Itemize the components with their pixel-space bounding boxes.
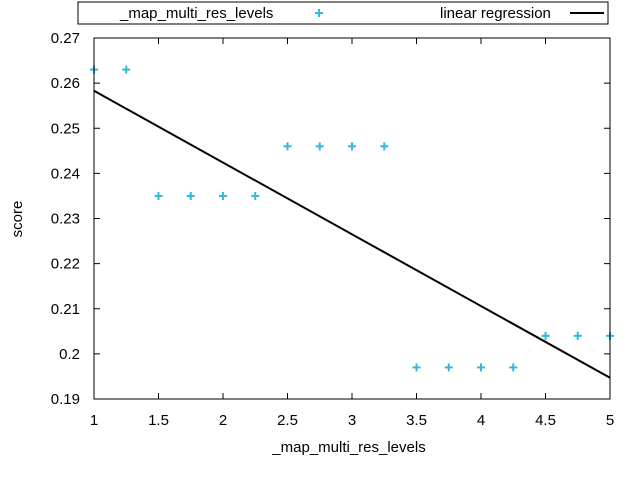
data-point [541,331,550,340]
plot-frame [93,37,611,400]
data-point [573,331,582,340]
data-point [348,142,356,151]
data-point [251,191,260,200]
regression-line [93,89,611,379]
y-axis-label: score [9,201,26,238]
y-tick-label: 0.23 [51,211,80,228]
x-tick-label: 2 [219,412,227,429]
data-point [444,363,453,372]
legend-entry-points-label: _map_multi_res_levels [119,5,273,22]
plot-marks [90,65,614,379]
x-tick-label: 5 [606,412,614,429]
y-tick-label: 0.25 [51,120,80,137]
y-tick-label: 0.26 [51,75,80,92]
y-tick-label: 0.2 [59,346,80,363]
data-point [315,142,324,151]
data-point [509,363,518,372]
data-point [477,363,485,372]
legend-plus-marker [315,9,323,17]
legend: _map_multi_res_levels linear regression [77,1,609,25]
y-tick-label: 0.27 [51,30,80,47]
x-tick-label: 1 [90,412,98,429]
x-tick-label: 3 [348,412,356,429]
data-point [154,191,163,200]
x-tick-label: 4.5 [535,412,556,429]
y-tick-label: 0.21 [51,301,80,318]
y-tick-label: 0.22 [51,256,80,273]
data-point [412,363,421,372]
data-point [186,191,195,200]
legend-box [77,1,609,25]
legend-entry-regression-label: linear regression [440,5,551,22]
data-point [219,191,227,200]
x-tick-label: 4 [477,412,485,429]
axis-ticks: 1 1.5 2 2.5 3 3.5 4 4.5 5 0.19 0.2 0.21 0.22 0.23 0.24… [51,30,614,429]
data-point [283,142,292,151]
legend-entry-points-marker [315,9,323,17]
x-tick-label: 1.5 [148,412,169,429]
y-tick-label: 0.19 [51,391,80,408]
x-tick-label: 2.5 [277,412,298,429]
x-tick-label: 3.5 [406,412,427,429]
y-tick-label: 0.24 [51,165,80,182]
x-axis-label: _map_multi_res_levels [271,439,425,456]
data-point [122,65,131,74]
data-point [380,142,389,151]
